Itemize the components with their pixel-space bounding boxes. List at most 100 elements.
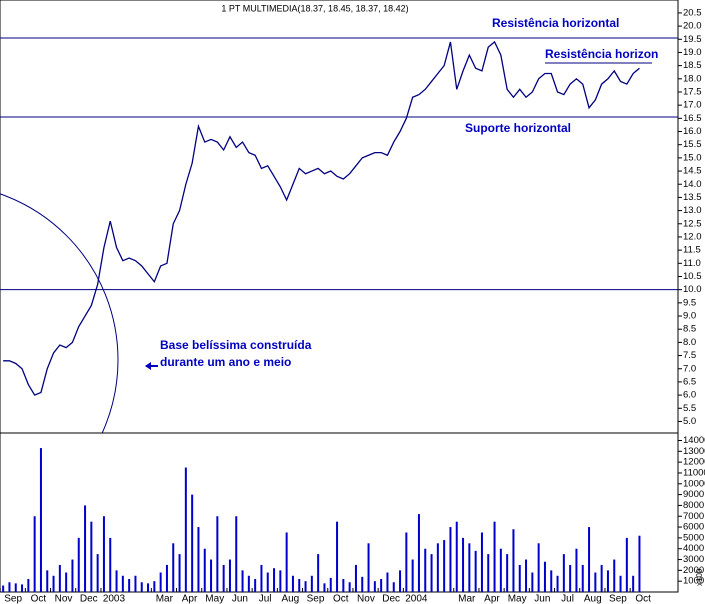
volume-bar — [58, 564, 61, 592]
volume-bar — [216, 516, 219, 592]
y-tick-label: 17.5 — [683, 86, 702, 97]
volume-bar — [273, 568, 276, 592]
volume-bar — [449, 527, 452, 592]
x-tick-label: Jun — [232, 594, 248, 604]
y-tick-label: 5.0 — [683, 416, 696, 427]
volume-bar — [266, 572, 269, 592]
x-tick-label: Oct — [31, 594, 47, 604]
price-line — [3, 40, 640, 396]
y-tick-label: 6.0 — [683, 390, 696, 401]
x-tick-label: Apr — [182, 594, 198, 604]
volume-bar — [109, 537, 112, 592]
volume-bar — [487, 554, 490, 592]
volume-bar — [65, 572, 68, 592]
y-tick-label: 4000 — [683, 543, 704, 554]
volume-bar — [348, 582, 351, 592]
y-tick-label: 19.0 — [683, 47, 702, 58]
volume-bar — [581, 564, 584, 592]
volume-bar — [512, 529, 515, 592]
y-tick-label: 16.5 — [683, 113, 702, 124]
x-tick-label: Dec — [382, 594, 400, 604]
y-tick-label: 7.5 — [683, 350, 696, 361]
volume-bar — [399, 570, 402, 592]
y-tick-label: 9.5 — [683, 297, 696, 308]
y-tick-label: 20.5 — [683, 7, 702, 18]
volume-bar — [499, 548, 502, 592]
volume-bar — [165, 564, 168, 592]
volume-bar — [336, 521, 339, 592]
volume-bar — [405, 532, 408, 592]
volume-bar — [525, 559, 528, 592]
volume-bar — [39, 448, 42, 592]
volume-bar — [543, 561, 546, 592]
volume-bar — [588, 527, 591, 592]
volume-bar — [411, 559, 414, 592]
y-tick-label: 12.5 — [683, 218, 702, 229]
volume-bar — [462, 537, 465, 592]
volume-bar — [241, 570, 244, 592]
annotation: durante um ano e meio — [160, 355, 291, 369]
volume-bar — [569, 564, 572, 592]
volume-bar — [52, 575, 55, 592]
volume-bar — [90, 521, 93, 592]
volume-bar — [323, 583, 326, 592]
volume-bar — [77, 537, 80, 592]
volume-bar — [291, 575, 294, 592]
volume-bar — [373, 581, 376, 592]
y-tick-label: 14.5 — [683, 166, 702, 177]
volume-bar — [632, 575, 635, 592]
volume-bar — [128, 579, 131, 592]
volume-bar — [134, 575, 137, 592]
y-tick-label: 12000 — [683, 457, 705, 468]
y-tick-label: 19.5 — [683, 34, 702, 45]
volume-bar — [550, 570, 553, 592]
y-tick-label: 17.0 — [683, 100, 702, 111]
volume-bar — [518, 564, 521, 592]
volume-bar — [8, 582, 11, 592]
volume-bar — [102, 516, 105, 592]
y-tick-label: 7000 — [683, 511, 704, 522]
y-tick-label: 8000 — [683, 500, 704, 511]
x-tick-label: Mar — [458, 594, 476, 604]
arrow — [145, 362, 158, 370]
volume-bar — [2, 585, 5, 592]
volume-bar — [537, 543, 540, 592]
y-tick-label: 5.5 — [683, 403, 696, 414]
annotation: Base belíssima construída — [160, 338, 312, 352]
volume-bar — [121, 575, 124, 592]
volume-bar — [468, 543, 471, 592]
chart-title: 1 PT MULTIMEDIA(18.37, 18.45, 18.37, 18.… — [221, 3, 408, 13]
volume-bar — [222, 564, 225, 592]
x-tick-label: Oct — [333, 594, 349, 604]
y-tick-label: 15.5 — [683, 139, 702, 150]
y-tick-label: 13.0 — [683, 205, 702, 216]
volume-bar — [310, 575, 313, 592]
x-tick-label: Jul — [561, 594, 574, 604]
x-tick-label: 2003 — [103, 594, 126, 604]
x-tick-label: Aug — [281, 594, 299, 604]
y-tick-label: 16.0 — [683, 126, 702, 137]
y-tick-label: 11.5 — [683, 245, 701, 256]
volume-bar — [14, 583, 17, 592]
volume-bar — [178, 554, 181, 592]
volume-bar — [594, 572, 597, 592]
volume-bar — [417, 514, 420, 592]
volume-bar — [342, 579, 345, 592]
y-tick-label: 5000 — [683, 532, 704, 543]
y-tick-label: 14.0 — [683, 179, 702, 190]
volume-bar — [367, 543, 370, 592]
volume-bar — [354, 564, 357, 592]
arc-annotation — [0, 193, 119, 433]
y-tick-label: 6.5 — [683, 376, 696, 387]
volume-bar — [210, 559, 213, 592]
x-tick-label: Jun — [534, 594, 550, 604]
volume-bar — [184, 467, 187, 592]
y-tick-label: 2000 — [683, 565, 704, 576]
volume-bar — [613, 559, 616, 592]
y-tick-label: 10000 — [683, 478, 705, 489]
volume-bar — [172, 543, 175, 592]
y-tick-label: 14000 — [683, 435, 705, 446]
volume-bar — [153, 581, 156, 592]
volume-bar — [247, 575, 250, 592]
volume-bar — [298, 579, 301, 592]
